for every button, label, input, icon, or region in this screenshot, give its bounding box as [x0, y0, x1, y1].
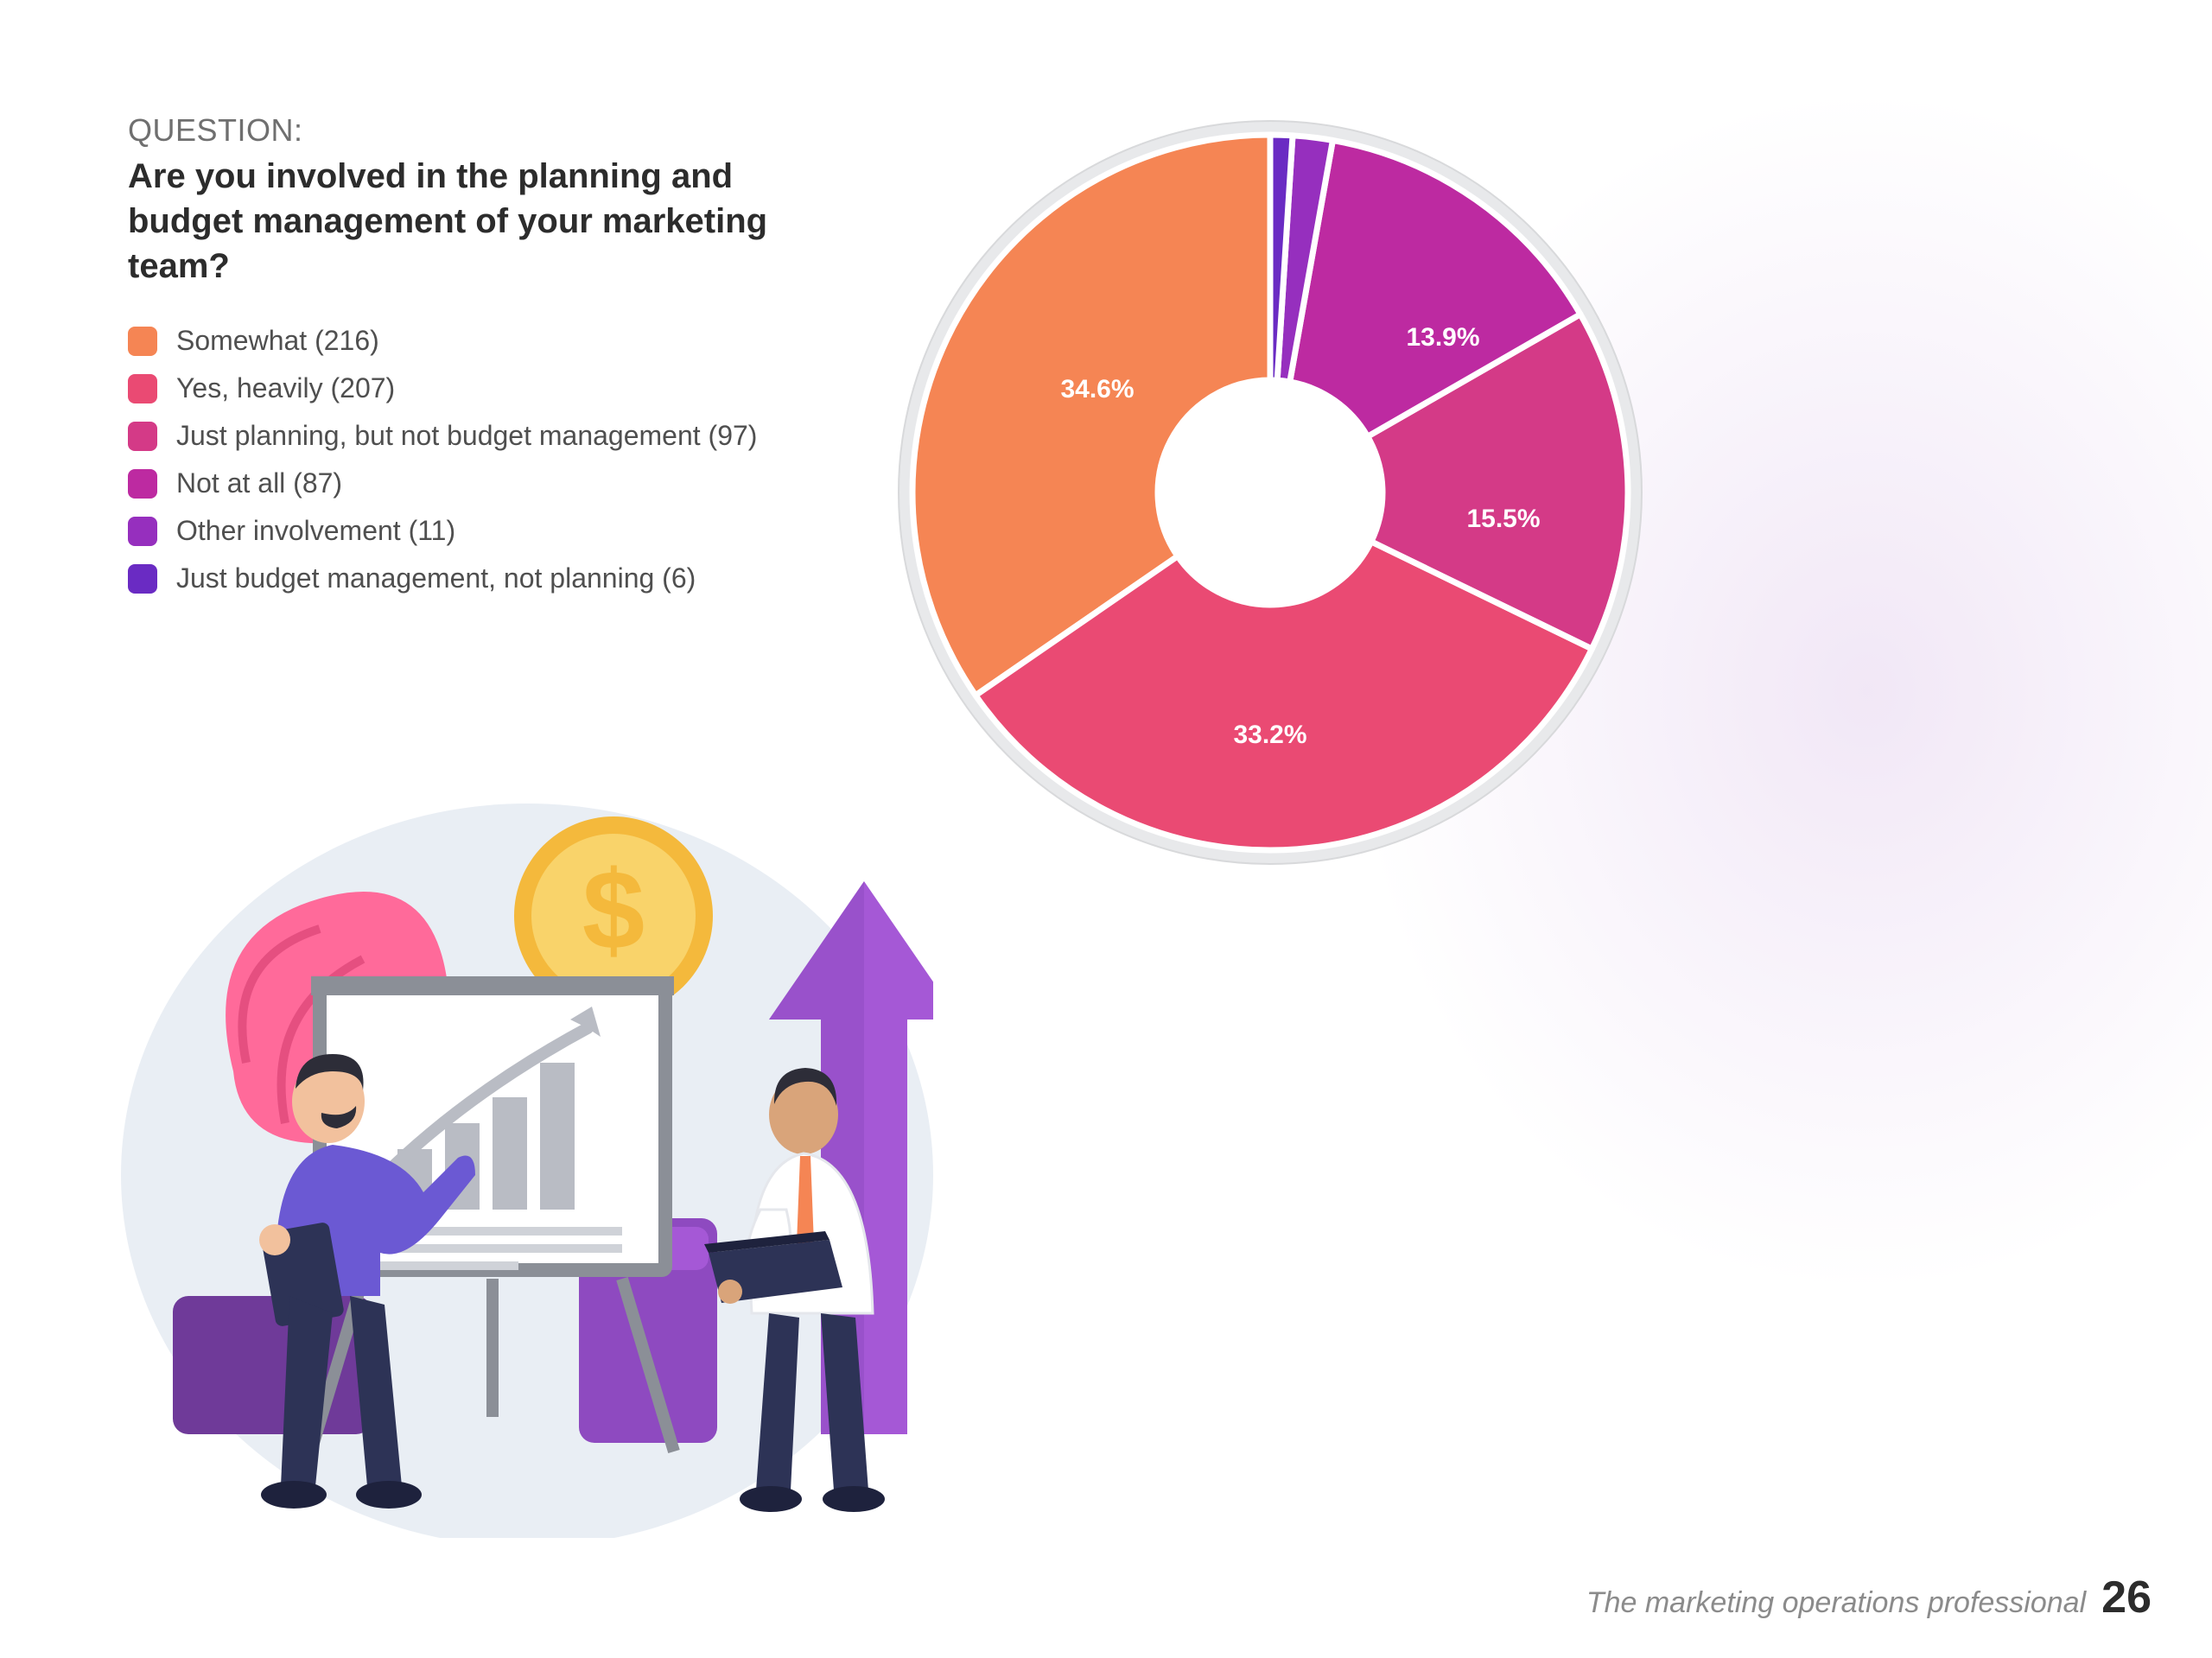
question-block: QUESTION: Are you involved in the planni… — [128, 112, 819, 610]
legend-item: Other involvement (11) — [128, 515, 819, 547]
donut-slice-label: 33.2% — [1233, 721, 1306, 749]
svg-text:$: $ — [582, 847, 645, 973]
legend-swatch — [128, 422, 157, 451]
legend-swatch — [128, 469, 157, 499]
legend-item: Not at all (87) — [128, 467, 819, 499]
legend-label: Just budget management, not planning (6) — [176, 562, 696, 594]
decorative-illustration: $ — [104, 760, 933, 1538]
legend-label: Not at all (87) — [176, 467, 342, 499]
legend-label: Somewhat (216) — [176, 325, 379, 357]
footer-text: The marketing operations professional — [1586, 1586, 2086, 1620]
donut-slice-label: 15.5% — [1466, 505, 1540, 533]
donut-slice-label: 13.9% — [1406, 323, 1479, 352]
legend-swatch — [128, 374, 157, 403]
question-text: Are you involved in the planning and bud… — [128, 154, 819, 289]
legend-item: Yes, heavily (207) — [128, 372, 819, 404]
legend-item: Just budget management, not planning (6) — [128, 562, 819, 594]
footer: The marketing operations professional 26 — [1586, 1572, 2152, 1623]
donut-chart: 34.6% 33.2% 15.5% 13.9% — [881, 104, 1659, 881]
legend-swatch — [128, 327, 157, 356]
legend-item: Just planning, but not budget management… — [128, 420, 819, 452]
legend-swatch — [128, 564, 157, 594]
legend-label: Just planning, but not budget management… — [176, 420, 757, 452]
legend-swatch — [128, 517, 157, 546]
legend-label: Other involvement (11) — [176, 515, 455, 547]
legend: Somewhat (216) Yes, heavily (207) Just pla… — [128, 325, 819, 594]
question-label: QUESTION: — [128, 112, 819, 149]
legend-item: Somewhat (216) — [128, 325, 819, 357]
legend-label: Yes, heavily (207) — [176, 372, 395, 404]
footer-page-number: 26 — [2101, 1572, 2152, 1623]
donut-slice-label: 34.6% — [1060, 375, 1134, 403]
